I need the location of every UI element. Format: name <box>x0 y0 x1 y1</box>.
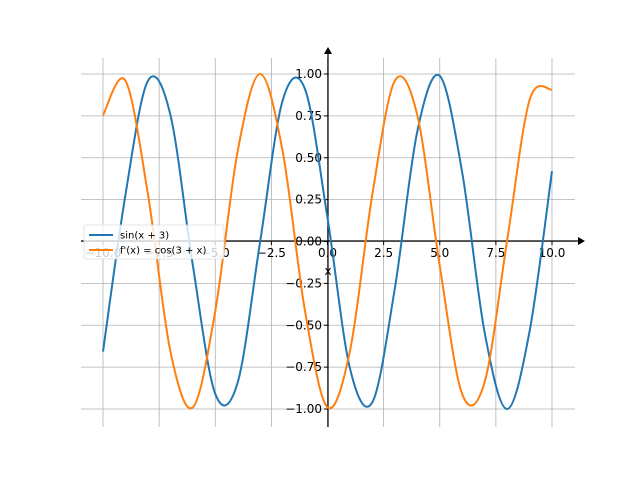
y-tick-label: 0.00 <box>295 235 322 249</box>
y-tick-label: 0.25 <box>295 193 322 207</box>
y-tick-label: 0.50 <box>295 151 322 165</box>
y-tick-label: 1.00 <box>295 67 322 81</box>
series-lines <box>102 73 553 411</box>
y-tick-label: 0.75 <box>295 109 322 123</box>
y-axis-arrow-icon <box>324 47 332 54</box>
y-tick-label: −0.50 <box>285 318 322 332</box>
x-tick-label: 2.5 <box>374 246 393 260</box>
legend-label-0: sin(x + 3) <box>120 231 169 242</box>
x-tick-label: 10.0 <box>539 246 566 260</box>
x-tick-label: −2.5 <box>257 246 286 260</box>
x-tick-label: 7.5 <box>486 246 505 260</box>
y-tick-label: −0.75 <box>285 360 322 374</box>
legend: sin(x + 3) f'(x) = cos(3 + x) <box>83 224 225 260</box>
x-tick-label: 5.0 <box>430 246 449 260</box>
legend-label-1: f'(x) = cos(3 + x) <box>120 246 206 257</box>
x-axis-label: x <box>324 264 331 278</box>
y-tick-label: −0.25 <box>285 276 322 290</box>
series-line-0 <box>102 73 553 411</box>
series-line-1 <box>102 73 553 410</box>
x-axis-arrow-icon <box>578 237 585 245</box>
y-tick-label: −1.00 <box>285 402 322 416</box>
legend-box <box>83 224 225 260</box>
